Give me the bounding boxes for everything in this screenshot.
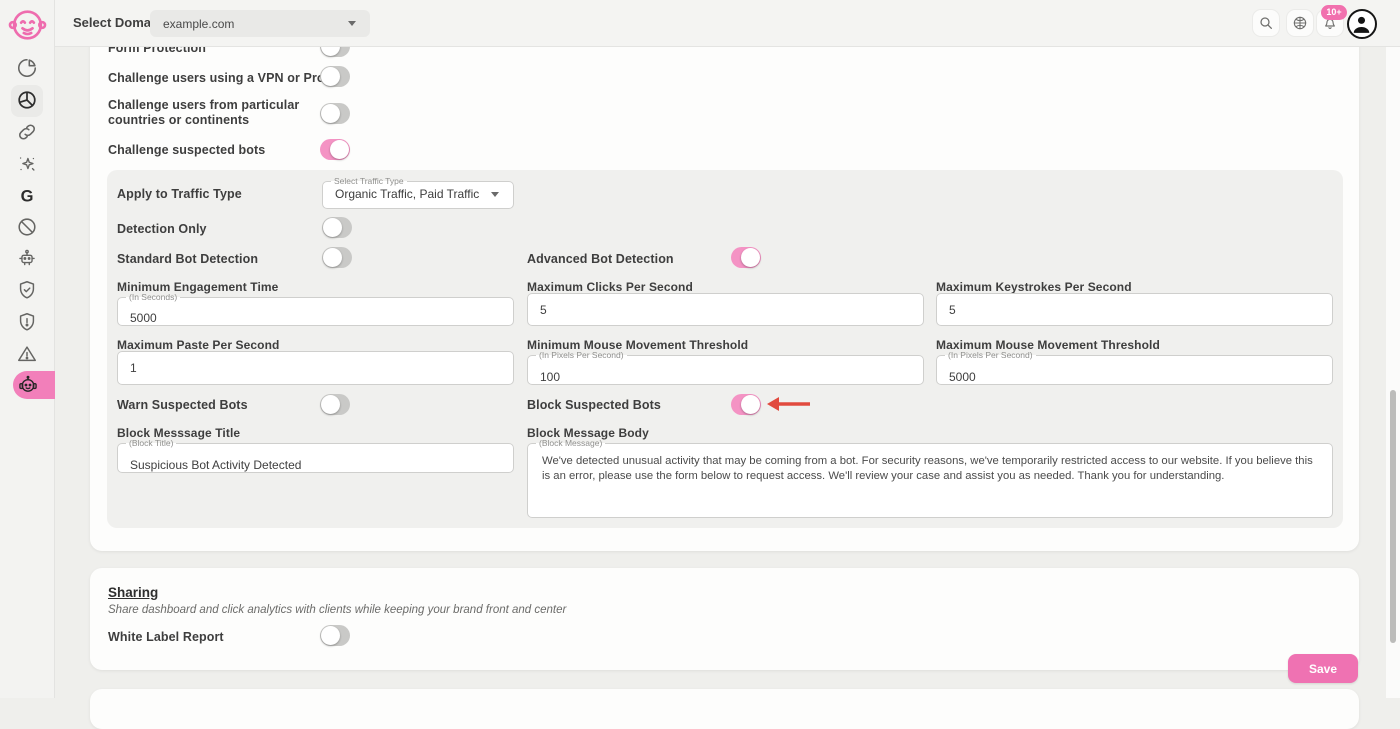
suspected-bots-label: Challenge suspected bots [108, 143, 266, 157]
detection-only-label: Detection Only [117, 222, 207, 236]
max-mouse-field: (In Pixels Per Second) [936, 350, 1333, 389]
min-mouse-input[interactable] [540, 359, 911, 389]
notification-badge: 10+ [1321, 5, 1347, 20]
max-paste-input[interactable] [130, 352, 501, 384]
field-legend: (In Seconds) [129, 292, 178, 302]
sidebar-item-google[interactable]: G [16, 185, 38, 207]
sparkle-icon [19, 157, 35, 171]
max-mouse-label: Maximum Mouse Movement Threshold [936, 338, 1160, 352]
field-legend: (In Pixels Per Second) [539, 350, 624, 360]
robot-icon [19, 249, 35, 266]
max-clicks-input[interactable] [540, 294, 911, 325]
max-keystrokes-label: Maximum Keystrokes Per Second [936, 280, 1132, 294]
block-body-textarea[interactable]: We've detected unusual activity that may… [542, 453, 1318, 509]
globe-icon [1293, 16, 1307, 30]
scrollbar-thumb[interactable] [1390, 390, 1396, 643]
sidebar-item-warning[interactable] [16, 343, 38, 365]
sidebar-item-links[interactable] [16, 121, 38, 143]
user-icon [1353, 16, 1370, 33]
domain-select[interactable]: example.com [150, 10, 370, 37]
sidebar-item-shield-alert[interactable] [16, 311, 38, 333]
sidebar-item-bot-protection-active[interactable] [13, 371, 55, 399]
sharing-subtitle: Share dashboard and click analytics with… [108, 604, 567, 616]
traffic-type-value: Organic Traffic, Paid Traffic [335, 187, 480, 201]
advanced-detection-label: Advanced Bot Detection [527, 252, 674, 266]
sidebar-item-robot[interactable] [16, 247, 38, 269]
scrollbar-track [1386, 47, 1400, 698]
block-bots-label: Block Suspected Bots [527, 398, 661, 412]
advanced-detection-toggle[interactable] [731, 247, 761, 268]
bot-headphones-icon [19, 375, 37, 392]
max-paste-label: Maximum Paste Per Second [117, 338, 280, 352]
detection-only-toggle[interactable] [322, 217, 352, 238]
next-section-card [90, 689, 1359, 729]
link-icon [19, 124, 35, 140]
vpn-proxy-label: Challenge users using a VPN or Proxy [108, 71, 339, 85]
vpn-proxy-toggle[interactable] [320, 66, 350, 87]
domain-select-value: example.com [163, 17, 235, 31]
globe-button[interactable] [1286, 9, 1314, 37]
block-bots-toggle[interactable] [731, 394, 761, 415]
donut-chart-icon [18, 58, 37, 77]
max-mouse-input[interactable] [949, 359, 1320, 389]
warn-bots-label: Warn Suspected Bots [117, 398, 248, 412]
sharing-title: Sharing [108, 585, 159, 600]
shield-check-icon [19, 281, 35, 299]
field-legend: (Block Title) [129, 438, 174, 448]
red-arrow-annotation [767, 397, 810, 411]
google-g-icon: G [21, 188, 34, 206]
standard-detection-toggle[interactable] [322, 247, 352, 268]
sidebar-item-pie-chart[interactable] [16, 89, 38, 111]
buddha-face-logo[interactable] [6, 5, 49, 45]
search-icon [1260, 17, 1272, 29]
traffic-type-select[interactable]: Select Traffic Type Organic Traffic, Pai… [322, 177, 514, 209]
min-engagement-input[interactable] [130, 301, 501, 330]
block-body-label: Block Message Body [527, 426, 649, 440]
save-button[interactable]: Save [1288, 654, 1358, 683]
search-button[interactable] [1252, 9, 1280, 37]
shield-alert-icon [19, 313, 35, 331]
sidebar-item-donut-chart[interactable] [16, 57, 38, 79]
countries-toggle[interactable] [320, 103, 350, 124]
min-engagement-field: (In Seconds) [117, 292, 514, 330]
avatar[interactable] [1347, 9, 1377, 39]
max-clicks-field [527, 293, 924, 326]
warning-triangle-icon [18, 346, 36, 362]
standard-detection-label: Standard Bot Detection [117, 252, 259, 266]
sidebar-nav: G [0, 0, 55, 698]
white-label-report-label: White Label Report [108, 630, 224, 644]
suspected-bots-toggle[interactable] [320, 139, 350, 160]
traffic-type-legend: Select Traffic Type [334, 176, 404, 186]
max-keystrokes-input[interactable] [949, 294, 1320, 325]
top-header: Select Domain example.com 10+ [55, 0, 1400, 47]
field-legend: (Block Message) [539, 438, 603, 448]
chevron-down-icon [348, 21, 356, 26]
select-domain-label: Select Domain [73, 15, 163, 30]
block-title-input[interactable] [130, 447, 501, 477]
white-label-report-toggle[interactable] [320, 625, 350, 646]
min-mouse-field: (In Pixels Per Second) [527, 350, 924, 389]
svg-text:G: G [21, 188, 34, 206]
block-title-label: Block Messsage Title [117, 426, 241, 440]
max-clicks-label: Maximum Clicks Per Second [527, 280, 693, 294]
apply-traffic-label: Apply to Traffic Type [117, 187, 242, 201]
sharing-card [90, 568, 1359, 670]
sidebar-item-block[interactable] [16, 216, 38, 238]
warn-bots-toggle[interactable] [320, 394, 350, 415]
field-legend: (In Pixels Per Second) [948, 350, 1033, 360]
sidebar-item-sparkle[interactable] [16, 153, 38, 175]
min-engagement-label: Minimum Engagement Time [117, 280, 279, 294]
block-title-field: (Block Title) [117, 438, 514, 477]
block-body-field: (Block Message) We've detected unusual a… [527, 439, 1333, 518]
max-keystrokes-field [936, 293, 1333, 326]
chevron-down-icon [491, 192, 499, 197]
pie-chart-icon [18, 91, 36, 109]
min-mouse-label: Minimum Mouse Movement Threshold [527, 338, 749, 352]
sidebar-item-shield-check[interactable] [16, 279, 38, 301]
block-icon [18, 218, 36, 236]
countries-label: Challenge users from particular countrie… [108, 98, 300, 127]
max-paste-field [117, 351, 514, 385]
